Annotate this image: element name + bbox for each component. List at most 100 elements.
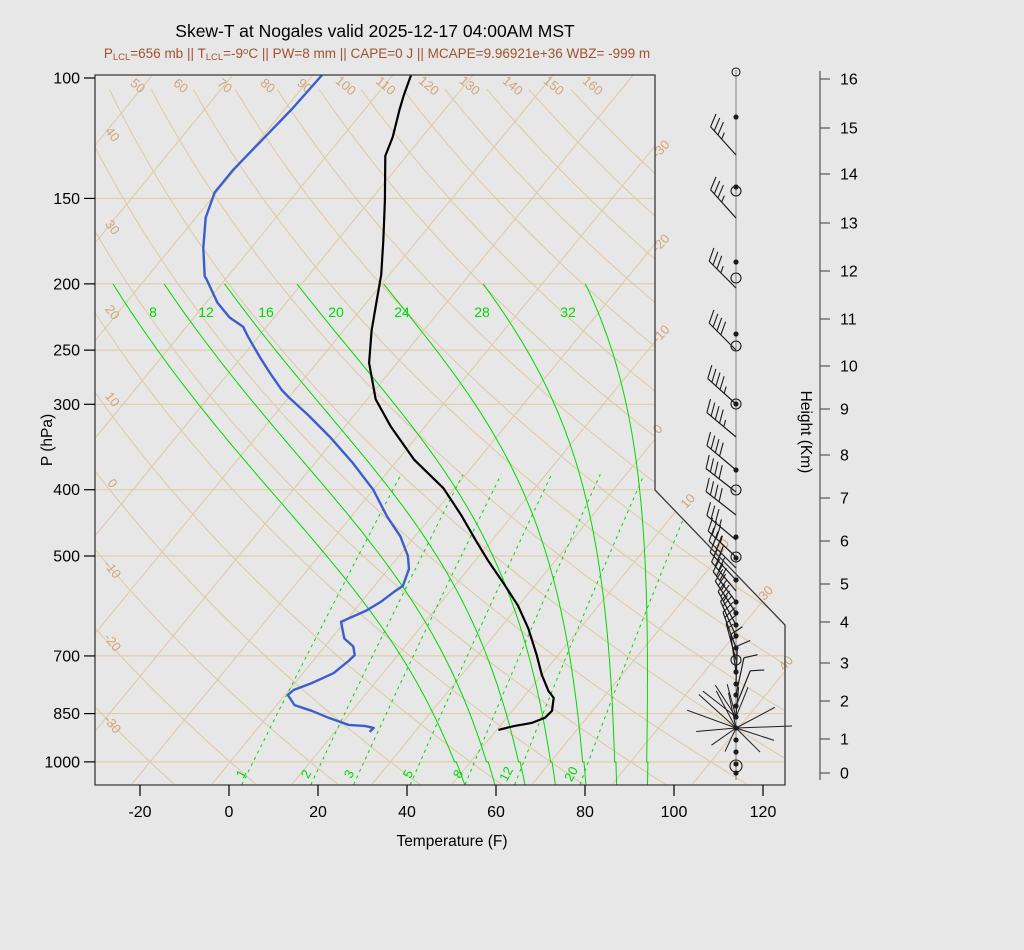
temperature-curve	[368, 75, 555, 731]
wind-barb	[705, 454, 737, 493]
grid-line-labels: 50 60 70 80 90 100 110 120 130 140 150 160403020100…	[101, 73, 796, 784]
svg-text:150: 150	[53, 191, 80, 208]
svg-text:0: 0	[104, 476, 120, 491]
wind-barb	[730, 626, 743, 673]
background-grid	[95, 75, 785, 785]
svg-text:12: 12	[496, 764, 516, 784]
svg-text:24: 24	[394, 304, 410, 320]
svg-text:1: 1	[840, 732, 849, 749]
svg-text:850: 850	[53, 706, 80, 723]
wind-barb	[706, 398, 737, 438]
svg-text:160: 160	[580, 73, 606, 98]
svg-text:3: 3	[840, 656, 849, 673]
svg-text:0: 0	[840, 766, 849, 783]
svg-text:-30: -30	[649, 137, 673, 161]
svg-text:3: 3	[341, 767, 358, 780]
svg-text:10: 10	[840, 359, 858, 376]
wind-barb	[735, 640, 751, 685]
svg-text:9: 9	[840, 402, 849, 419]
svg-text:40: 40	[102, 124, 123, 145]
svg-text:28: 28	[474, 304, 490, 320]
svg-text:60: 60	[487, 804, 505, 821]
svg-text:130: 130	[457, 73, 483, 98]
svg-text:120: 120	[416, 73, 442, 98]
svg-text:30: 30	[755, 583, 776, 604]
svg-text:700: 700	[53, 648, 80, 665]
wind-barb	[710, 176, 737, 219]
svg-text:250: 250	[53, 343, 80, 360]
svg-text:40: 40	[398, 804, 416, 821]
svg-text:12: 12	[840, 264, 858, 281]
svg-text:2: 2	[298, 767, 315, 780]
svg-text:32: 32	[560, 304, 576, 320]
wind-barb	[708, 247, 737, 289]
svg-text:20: 20	[328, 304, 344, 320]
svg-text:150: 150	[541, 73, 567, 98]
svg-text:16: 16	[258, 304, 274, 320]
sounding-curves	[202, 75, 555, 733]
svg-text:5: 5	[400, 767, 417, 780]
wind-barb	[708, 309, 737, 351]
height-axis-label: Height (Km)	[797, 391, 814, 474]
svg-text:400: 400	[53, 482, 80, 499]
svg-text:30: 30	[102, 217, 123, 238]
svg-text:300: 300	[53, 397, 80, 414]
page-title: Skew-T at Nogales valid 2025-12-17 04:00…	[175, 21, 575, 41]
svg-text:20: 20	[561, 764, 581, 784]
wind-barb	[725, 613, 738, 661]
svg-text:8: 8	[149, 304, 157, 320]
svg-text:11: 11	[840, 312, 857, 329]
svg-text:15: 15	[840, 121, 858, 138]
svg-text:4: 4	[840, 615, 849, 632]
svg-text:14: 14	[840, 167, 858, 184]
svg-text:120: 120	[750, 804, 777, 821]
svg-text:0: 0	[225, 804, 234, 821]
wind-barb	[706, 431, 737, 471]
svg-text:50: 50	[128, 75, 149, 96]
svg-text:-20: -20	[128, 804, 151, 821]
wind-barb	[710, 113, 737, 156]
svg-text:20: 20	[309, 804, 327, 821]
svg-text:140: 140	[500, 73, 526, 98]
svg-text:5: 5	[840, 577, 849, 594]
svg-text:7: 7	[840, 491, 849, 508]
pressure-axis-label: P (hPa)	[39, 414, 56, 466]
svg-text:100: 100	[53, 71, 80, 88]
wind-barb-column	[686, 67, 792, 780]
subtitle-parameters: PLCL=656 mb || TLCL=-9oC || PW=8 mm || C…	[104, 46, 650, 63]
wind-barb	[707, 517, 737, 558]
wind-barb	[714, 568, 737, 614]
dewpoint-curve	[202, 75, 411, 733]
svg-text:60: 60	[171, 75, 192, 96]
svg-text:100: 100	[333, 73, 359, 98]
svg-text:16: 16	[840, 72, 858, 89]
wind-barb	[719, 590, 737, 637]
svg-text:-20: -20	[649, 231, 673, 255]
wind-barb	[735, 669, 765, 707]
svg-text:13: 13	[840, 216, 858, 233]
wind-barb	[735, 654, 758, 696]
svg-text:20: 20	[102, 302, 123, 323]
svg-text:-20: -20	[101, 630, 124, 654]
svg-text:80: 80	[576, 804, 594, 821]
wind-barb	[705, 477, 737, 516]
svg-text:2: 2	[840, 694, 849, 711]
svg-text:1: 1	[233, 767, 250, 780]
wind-barb	[722, 602, 737, 649]
svg-text:10: 10	[677, 491, 698, 512]
svg-text:12: 12	[198, 304, 214, 320]
svg-text:8: 8	[840, 448, 849, 465]
svg-text:6: 6	[840, 534, 849, 551]
svg-text:200: 200	[53, 276, 80, 293]
wind-barb	[707, 365, 737, 405]
svg-text:80: 80	[258, 75, 279, 96]
wind-barb	[712, 559, 737, 603]
x-axis-label: Temperature (F)	[396, 833, 507, 850]
svg-text:500: 500	[53, 549, 80, 566]
svg-text:-10: -10	[649, 322, 673, 346]
svg-text:100: 100	[661, 804, 688, 821]
svg-text:1000: 1000	[44, 754, 80, 771]
